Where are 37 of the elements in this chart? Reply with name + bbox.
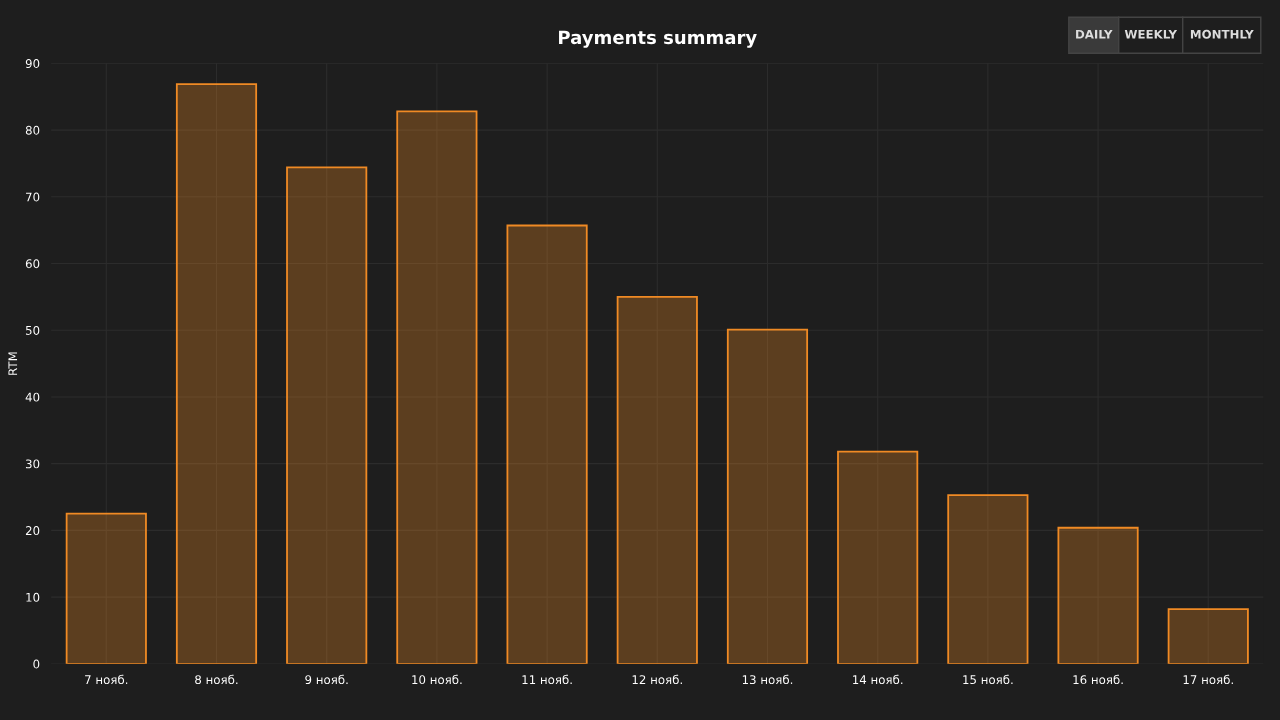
- text: MONTHLY: [1190, 29, 1254, 39]
- y-axis-title: RTM: [8, 352, 18, 375]
- y-tick-label: 0: [33, 659, 40, 669]
- y-tick-label: 20: [25, 526, 40, 536]
- chart-title: Payments summary: [559, 30, 757, 48]
- x-tick-label: 11 нояб.: [522, 674, 572, 685]
- bar: [837, 450, 919, 664]
- text: WEEKLY: [1124, 29, 1178, 39]
- x-tick-label: 13 нояб.: [742, 674, 793, 685]
- y-tick-label: 70: [26, 192, 40, 202]
- bar: [726, 328, 809, 664]
- x-tick-label: 16 нояб.: [1073, 674, 1123, 685]
- bar: [1057, 526, 1139, 664]
- text: DAILY: [1076, 29, 1113, 39]
- bar: [286, 166, 368, 664]
- x-tick-label: 17 нояб.: [1183, 674, 1233, 685]
- x-tick-label: 15 нояб.: [963, 674, 1013, 685]
- x-tick-label: 10 нояб.: [412, 674, 462, 685]
- bar: [175, 83, 258, 664]
- bar: [947, 494, 1029, 664]
- y-tick-label: 60: [25, 259, 40, 269]
- x-tick-label: 7 нояб.: [85, 674, 128, 685]
- bar: [396, 110, 478, 664]
- x-tick-label: 12 нояб.: [632, 674, 682, 685]
- x-tick-label: 9 нояб.: [305, 674, 348, 685]
- y-tick-label: 30: [25, 459, 40, 469]
- y-tick-label: 50: [25, 325, 40, 335]
- bar: [1167, 608, 1249, 664]
- bar: [506, 224, 588, 664]
- y-tick-label: 40: [25, 392, 40, 402]
- bar: [616, 295, 698, 664]
- x-tick-label: 14 нояб.: [853, 674, 903, 685]
- bar: [65, 512, 147, 664]
- y-tick-label: 90: [25, 59, 40, 69]
- y-tick-label: 10: [26, 592, 40, 602]
- x-tick-label: 8 нояб.: [195, 674, 238, 685]
- y-tick-label: 80: [25, 125, 40, 135]
